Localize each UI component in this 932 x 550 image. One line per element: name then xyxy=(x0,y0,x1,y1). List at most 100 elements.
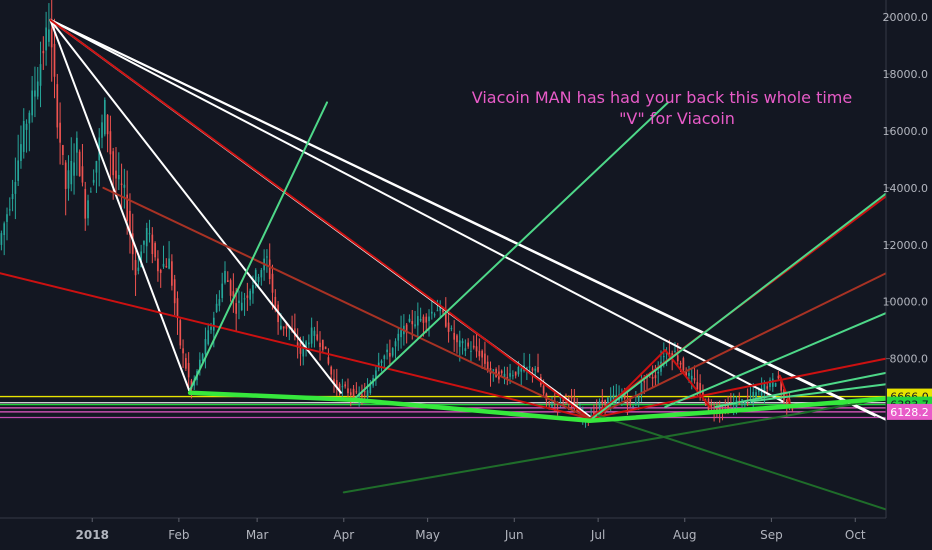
trendline-11 xyxy=(588,357,887,420)
candle-body-32 xyxy=(89,191,92,193)
candle-body-202 xyxy=(565,395,567,397)
candle-body-164 xyxy=(458,340,461,347)
candle-body-241 xyxy=(674,350,676,352)
candle-body-15 xyxy=(42,51,45,54)
candle-body-74 xyxy=(207,330,210,345)
trendline-14 xyxy=(664,349,711,408)
candle-body-185 xyxy=(517,366,520,375)
candle-body-201 xyxy=(562,400,565,402)
candle-body-22 xyxy=(62,145,64,155)
candle-body-163 xyxy=(456,335,458,343)
price-badge-bg-2 xyxy=(887,403,932,420)
candle-body-146 xyxy=(408,318,411,322)
candle-body-6 xyxy=(17,160,20,181)
candle-body-237 xyxy=(662,356,665,358)
trendline-12 xyxy=(588,272,887,420)
candle-body-40 xyxy=(112,151,115,176)
candle-body-251 xyxy=(702,390,704,395)
candle-body-139 xyxy=(389,352,391,357)
trendlines xyxy=(0,18,887,511)
candle-body-66 xyxy=(185,358,187,369)
candle-body-121 xyxy=(338,383,341,392)
candle-body-148 xyxy=(414,324,416,327)
candle-body-134 xyxy=(375,370,377,380)
trendline-9 xyxy=(102,186,591,420)
candle-body-23 xyxy=(64,162,67,189)
candle-body-215 xyxy=(601,400,604,404)
candle-body-279 xyxy=(780,380,783,391)
x-tick-label-7: Aug xyxy=(673,528,696,542)
trendline-22 xyxy=(342,397,887,494)
trendline-17 xyxy=(353,101,669,400)
candle-body-106 xyxy=(296,342,299,348)
candle-body-243 xyxy=(679,362,682,365)
candle-body-90 xyxy=(252,285,254,294)
candle-body-73 xyxy=(204,339,207,355)
candle-body-224 xyxy=(626,399,629,406)
candle-body-112 xyxy=(313,330,316,336)
candle-body-45 xyxy=(126,194,129,221)
candle-body-78 xyxy=(218,299,221,306)
candle-body-265 xyxy=(741,399,743,401)
x-tick-label-8: Sep xyxy=(760,528,783,542)
candle-body-47 xyxy=(131,233,134,255)
candle-body-12 xyxy=(34,90,36,97)
candle-body-110 xyxy=(308,342,310,345)
candle-body-277 xyxy=(774,383,777,387)
candle-body-188 xyxy=(526,367,528,369)
candle-body-96 xyxy=(268,259,271,280)
candle-body-28 xyxy=(78,151,81,177)
trendline-21 xyxy=(750,383,887,403)
candle-body-170 xyxy=(475,346,478,352)
candle-body-131 xyxy=(366,390,369,398)
candle-body-204 xyxy=(570,395,573,399)
x-tick-label-9: Oct xyxy=(845,528,866,542)
x-tick-label-4: May xyxy=(415,528,440,542)
candle-body-93 xyxy=(260,270,263,278)
candle-body-81 xyxy=(226,280,229,282)
candle-body-192 xyxy=(537,367,539,373)
candle-body-55 xyxy=(154,243,156,258)
candle-body-249 xyxy=(696,382,699,390)
candle-body-5 xyxy=(14,181,17,194)
candle-body-140 xyxy=(391,348,394,356)
candle-body-174 xyxy=(486,361,489,371)
candle-body-270 xyxy=(755,392,757,399)
candle-body-280 xyxy=(783,388,785,400)
candle-body-91 xyxy=(254,269,257,282)
candle-body-235 xyxy=(657,371,660,374)
candle-body-114 xyxy=(319,342,321,347)
candle-body-65 xyxy=(182,348,184,354)
candle-body-151 xyxy=(422,316,425,323)
candle-body-189 xyxy=(528,366,531,368)
candle-body-49 xyxy=(137,267,140,271)
candle-body-113 xyxy=(316,334,319,340)
candle-body-48 xyxy=(134,260,137,276)
candle-body-152 xyxy=(425,316,428,323)
x-axis-ticks: 2018 Feb Mar Apr May Jun Jul Aug Sep Oct xyxy=(76,518,866,542)
candle-body-274 xyxy=(766,386,769,389)
candle-body-41 xyxy=(115,170,117,179)
candle-body-167 xyxy=(467,342,469,347)
candle-body-87 xyxy=(243,298,246,300)
candle-body-36 xyxy=(101,122,103,138)
candle-body-166 xyxy=(464,348,467,351)
candle-body-31 xyxy=(87,200,89,219)
candle-body-182 xyxy=(509,373,511,377)
trendline-15 xyxy=(778,374,792,408)
candle-body-101 xyxy=(282,326,285,329)
candle-body-219 xyxy=(612,394,615,400)
candle-body-61 xyxy=(171,261,173,286)
candle-body-142 xyxy=(397,333,400,341)
candle-body-88 xyxy=(246,295,249,298)
candle-body-126 xyxy=(352,388,355,399)
candle-body-129 xyxy=(361,394,363,396)
candle-body-281 xyxy=(785,399,788,407)
trendline-19 xyxy=(664,312,887,408)
candle-body-85 xyxy=(238,300,240,303)
candle-body-56 xyxy=(157,258,159,272)
y-axis-ticks: 8000.0 10000.0 12000.0 14000.0 16000.0 18000.… xyxy=(883,11,929,366)
y-tick-label-5: 18000.0 xyxy=(883,68,929,81)
